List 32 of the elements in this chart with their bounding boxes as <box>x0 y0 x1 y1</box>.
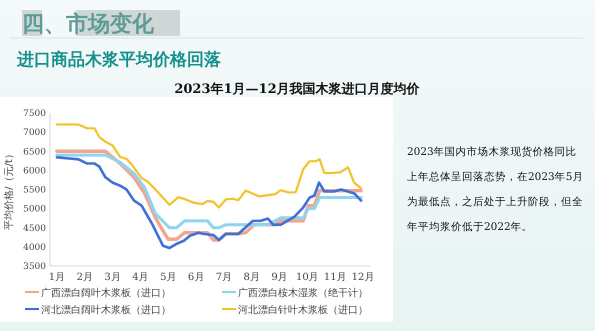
y-tick-label: 4000 <box>23 242 46 253</box>
x-tick-label: 11月 <box>324 272 347 283</box>
chart-title: 2023年1月—12月我国木浆进口月度均价 <box>174 81 421 97</box>
legend-label: 广西漂白阔叶木浆板（进口） <box>41 287 171 299</box>
y-tick-label: 4500 <box>23 224 46 234</box>
text: 四、市场变化 <box>22 11 155 37</box>
y-tick-label: 7500 <box>23 109 46 119</box>
legend-label: 广西漂白桉木湿浆（绝干计） <box>238 287 368 299</box>
line-series <box>56 123 362 209</box>
x-tick-label: 12月 <box>352 272 374 283</box>
x-tick-label: 8月 <box>244 272 260 283</box>
x-tick-label: 3月 <box>104 272 121 283</box>
legend-label: 河北漂白针叶木浆板（进口） <box>238 304 368 316</box>
y-tick-label: 6500 <box>23 147 46 158</box>
x-tick-label: 2月 <box>76 272 93 283</box>
x-tick-label: 4月 <box>132 272 149 283</box>
legend-label: 河北漂白阔叶木浆板（进口） <box>41 304 171 316</box>
y-tick-label: 7000 <box>23 128 46 138</box>
text: 2023年国内市场木浆现货价格同比上年总体呈回落态势，在2023年5月为最低点，之后处于上升阶段，但全年平均浆价低于2022年。 <box>407 146 584 233</box>
line-series <box>55 154 363 230</box>
y-tick-label: 6000 <box>23 166 46 176</box>
text: 进口商品木浆平均价格回落 <box>16 50 221 70</box>
x-tick-label: 5月 <box>160 272 176 283</box>
y-tick-label: 5500 <box>23 186 46 196</box>
y-tick-label: 3500 <box>23 262 46 272</box>
y-axis-title: 平均价格/（元/t） <box>3 149 15 230</box>
x-tick-label: 10月 <box>296 272 319 283</box>
x-tick-label: 6月 <box>188 272 204 283</box>
x-tick-label: 1月 <box>48 272 66 283</box>
x-tick-label: 9月 <box>271 272 288 283</box>
y-tick-label: 5000 <box>23 204 46 215</box>
x-tick-label: 7月 <box>216 272 232 283</box>
